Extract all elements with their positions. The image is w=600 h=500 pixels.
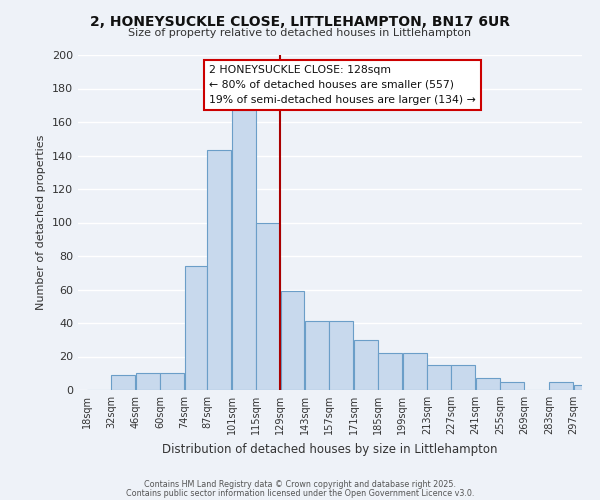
Bar <box>136 373 160 390</box>
Bar <box>232 110 256 390</box>
Bar <box>427 365 451 390</box>
Bar <box>574 385 598 390</box>
Bar <box>281 291 304 390</box>
Text: 2 HONEYSUCKLE CLOSE: 128sqm
← 80% of detached houses are smaller (557)
19% of se: 2 HONEYSUCKLE CLOSE: 128sqm ← 80% of det… <box>209 65 476 104</box>
Text: 2, HONEYSUCKLE CLOSE, LITTLEHAMPTON, BN17 6UR: 2, HONEYSUCKLE CLOSE, LITTLEHAMPTON, BN1… <box>90 15 510 29</box>
Bar <box>329 322 353 390</box>
Bar <box>500 382 524 390</box>
Bar <box>403 353 427 390</box>
Bar <box>160 373 184 390</box>
Bar <box>378 353 402 390</box>
Bar <box>305 322 329 390</box>
Bar <box>354 340 377 390</box>
Text: Contains HM Land Registry data © Crown copyright and database right 2025.: Contains HM Land Registry data © Crown c… <box>144 480 456 489</box>
Bar <box>476 378 500 390</box>
Text: Contains public sector information licensed under the Open Government Licence v3: Contains public sector information licen… <box>126 488 474 498</box>
Y-axis label: Number of detached properties: Number of detached properties <box>37 135 46 310</box>
Bar <box>185 266 207 390</box>
Text: Size of property relative to detached houses in Littlehampton: Size of property relative to detached ho… <box>128 28 472 38</box>
Bar <box>256 222 280 390</box>
Bar <box>451 365 475 390</box>
Bar <box>549 382 573 390</box>
Bar <box>112 375 135 390</box>
X-axis label: Distribution of detached houses by size in Littlehampton: Distribution of detached houses by size … <box>162 442 498 456</box>
Bar <box>208 150 231 390</box>
